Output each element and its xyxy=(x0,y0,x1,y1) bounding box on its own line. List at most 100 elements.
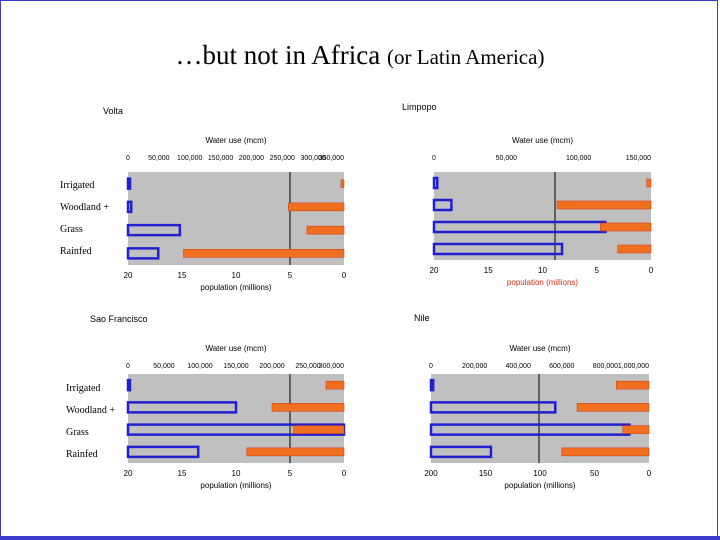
c0-bottom-tick-label: 20 xyxy=(124,271,133,280)
c0-top-tick-label: 200,000 xyxy=(239,155,264,162)
c1-bottom-tick-label: 5 xyxy=(595,266,600,275)
c0-population-bar xyxy=(126,200,133,214)
c0-top-tick-label: 50,000 xyxy=(148,155,170,162)
c1-bottom-tick-label: 0 xyxy=(649,266,654,275)
c0-population-bar xyxy=(126,223,182,237)
c3-water-use-bar xyxy=(616,380,650,390)
chart-volta: Water use (mcm) 0 50,000 100,000 150,000 200,… xyxy=(124,136,347,292)
c3-bottom-tick-label: 100 xyxy=(533,469,547,478)
c0-bottom-tick-label: 5 xyxy=(288,271,293,280)
c0-water-use-bar xyxy=(306,225,345,235)
panel-title-sao-francisco: Sao Francisco xyxy=(90,314,148,324)
c3-bottom-tick-label: 50 xyxy=(590,469,599,478)
c0-bottom-axis-label: population (millions) xyxy=(200,283,271,292)
c0-top-tick-label: 150,000 xyxy=(208,155,233,162)
c3-water-use-bar xyxy=(561,447,650,457)
c3-top-tick-label: 400,000 xyxy=(506,363,531,370)
c1-water-use-bar xyxy=(600,222,652,232)
c3-bottom-tick-label: 200 xyxy=(424,469,438,478)
c2-population-bar xyxy=(126,401,238,414)
c2-bottom-tick-label: 5 xyxy=(288,469,293,478)
c1-top-tick-label: 100,000 xyxy=(566,155,591,162)
c2-bottom-tick-label: 20 xyxy=(124,469,133,478)
category-label-rainfed: Rainfed xyxy=(60,246,92,257)
c2-population-bar xyxy=(126,378,132,392)
c0-population-bar xyxy=(126,177,132,190)
panel-title-volta: Volta xyxy=(103,106,124,116)
c1-bottom-tick-label: 20 xyxy=(430,266,439,275)
c1-top-axis-label: Water use (mcm) xyxy=(512,136,573,145)
category-label-rainfed-lower: Rainfed xyxy=(66,449,98,460)
panel-title-nile: Nile xyxy=(414,313,430,323)
c2-water-use-bar xyxy=(293,425,345,434)
c0-top-tick-label: 100,000 xyxy=(177,155,202,162)
c3-water-use-bar xyxy=(576,403,650,412)
c1-water-use-bar xyxy=(646,178,652,188)
category-label-woodland: Woodland + xyxy=(60,202,109,213)
c1-water-use-bar xyxy=(617,244,652,254)
c3-top-tick-label: 800,000 xyxy=(593,363,618,370)
c2-bottom-tick-label: 0 xyxy=(342,469,347,478)
c1-top-tick-label: 0 xyxy=(432,155,436,162)
c3-top-tick-label: 1,000,000 xyxy=(618,363,649,370)
chart-limpopo: Water use (mcm) 0 50,000 100,000 150,000 20 15… xyxy=(430,136,654,287)
category-label-grass-lower: Grass xyxy=(66,427,89,438)
category-label-woodland-lower: Woodland + xyxy=(66,405,115,416)
c1-bottom-axis-label: population (millions) xyxy=(507,278,578,287)
c0-water-use-bar xyxy=(288,202,345,212)
category-label-irrigated: Irrigated xyxy=(60,180,95,191)
c1-bottom-tick-label: 10 xyxy=(538,266,547,275)
c0-water-use-bar xyxy=(340,179,345,188)
c0-top-tick-label: 350,000 xyxy=(319,155,344,162)
slide-title: …but not in Africa (or Latin America) xyxy=(0,40,720,71)
c3-population-bar xyxy=(429,445,493,459)
chart-sao-francisco: Water use (mcm) 0 50,000 100,000 150,000 200,… xyxy=(124,344,347,490)
c2-top-tick-label: 0 xyxy=(126,363,130,370)
c0-top-tick-label: 300,000 xyxy=(300,155,325,162)
c0-top-tick-label: 250,000 xyxy=(270,155,295,162)
title-main: …but not in Africa xyxy=(175,40,381,70)
c1-top-tick-label: 50,000 xyxy=(496,155,518,162)
c3-bottom-tick-label: 150 xyxy=(479,469,493,478)
c2-water-use-bar xyxy=(325,380,345,390)
c0-bottom-tick-label: 10 xyxy=(232,271,241,280)
c3-top-axis-label: Water use (mcm) xyxy=(509,344,570,353)
c1-population-bar xyxy=(432,242,564,256)
c1-bottom-tick-label: 15 xyxy=(484,266,493,275)
c1-population-bar xyxy=(432,176,439,190)
c2-bottom-axis-label: population (millions) xyxy=(200,481,271,490)
c3-population-bar xyxy=(429,401,557,414)
c2-top-tick-label: 300,000 xyxy=(319,363,344,370)
c3-top-tick-label: 0 xyxy=(429,363,433,370)
c3-water-use-bar xyxy=(622,425,650,434)
c2-top-tick-label: 200,000 xyxy=(259,363,284,370)
c0-bottom-tick-label: 15 xyxy=(178,271,187,280)
c0-top-axis-label: Water use (mcm) xyxy=(205,136,266,145)
c1-plot-area xyxy=(434,172,651,260)
c2-top-tick-label: 250,000 xyxy=(295,363,320,370)
c2-bottom-tick-label: 10 xyxy=(232,469,241,478)
c2-top-axis-label: Water use (mcm) xyxy=(205,344,266,353)
chart-nile: Water use (mcm) 0 200,000 400,000 600,000 800… xyxy=(424,344,652,490)
c3-top-tick-label: 600,000 xyxy=(549,363,574,370)
c2-water-use-bar xyxy=(271,403,345,412)
c1-water-use-bar xyxy=(556,200,652,210)
c2-top-tick-label: 150,000 xyxy=(223,363,248,370)
title-sub: (or Latin America) xyxy=(387,45,545,69)
c0-population-bar xyxy=(126,247,160,260)
c3-top-tick-label: 200,000 xyxy=(462,363,487,370)
c3-population-bar xyxy=(429,378,435,392)
c2-water-use-bar xyxy=(246,447,345,457)
c2-bottom-tick-label: 15 xyxy=(178,469,187,478)
c2-top-tick-label: 100,000 xyxy=(187,363,212,370)
category-label-irrigated-lower: Irrigated xyxy=(66,383,101,394)
slide-bottom-bar xyxy=(0,536,720,540)
category-label-grass: Grass xyxy=(60,224,83,235)
c0-bottom-tick-label: 0 xyxy=(342,271,347,280)
c3-bottom-tick-label: 0 xyxy=(647,469,652,478)
c1-population-bar xyxy=(432,198,453,212)
c0-top-tick-label: 0 xyxy=(126,155,130,162)
panel-title-limpopo: Limpopo xyxy=(402,102,437,112)
c0-water-use-bar xyxy=(183,249,345,258)
c2-top-tick-label: 50,000 xyxy=(153,363,175,370)
